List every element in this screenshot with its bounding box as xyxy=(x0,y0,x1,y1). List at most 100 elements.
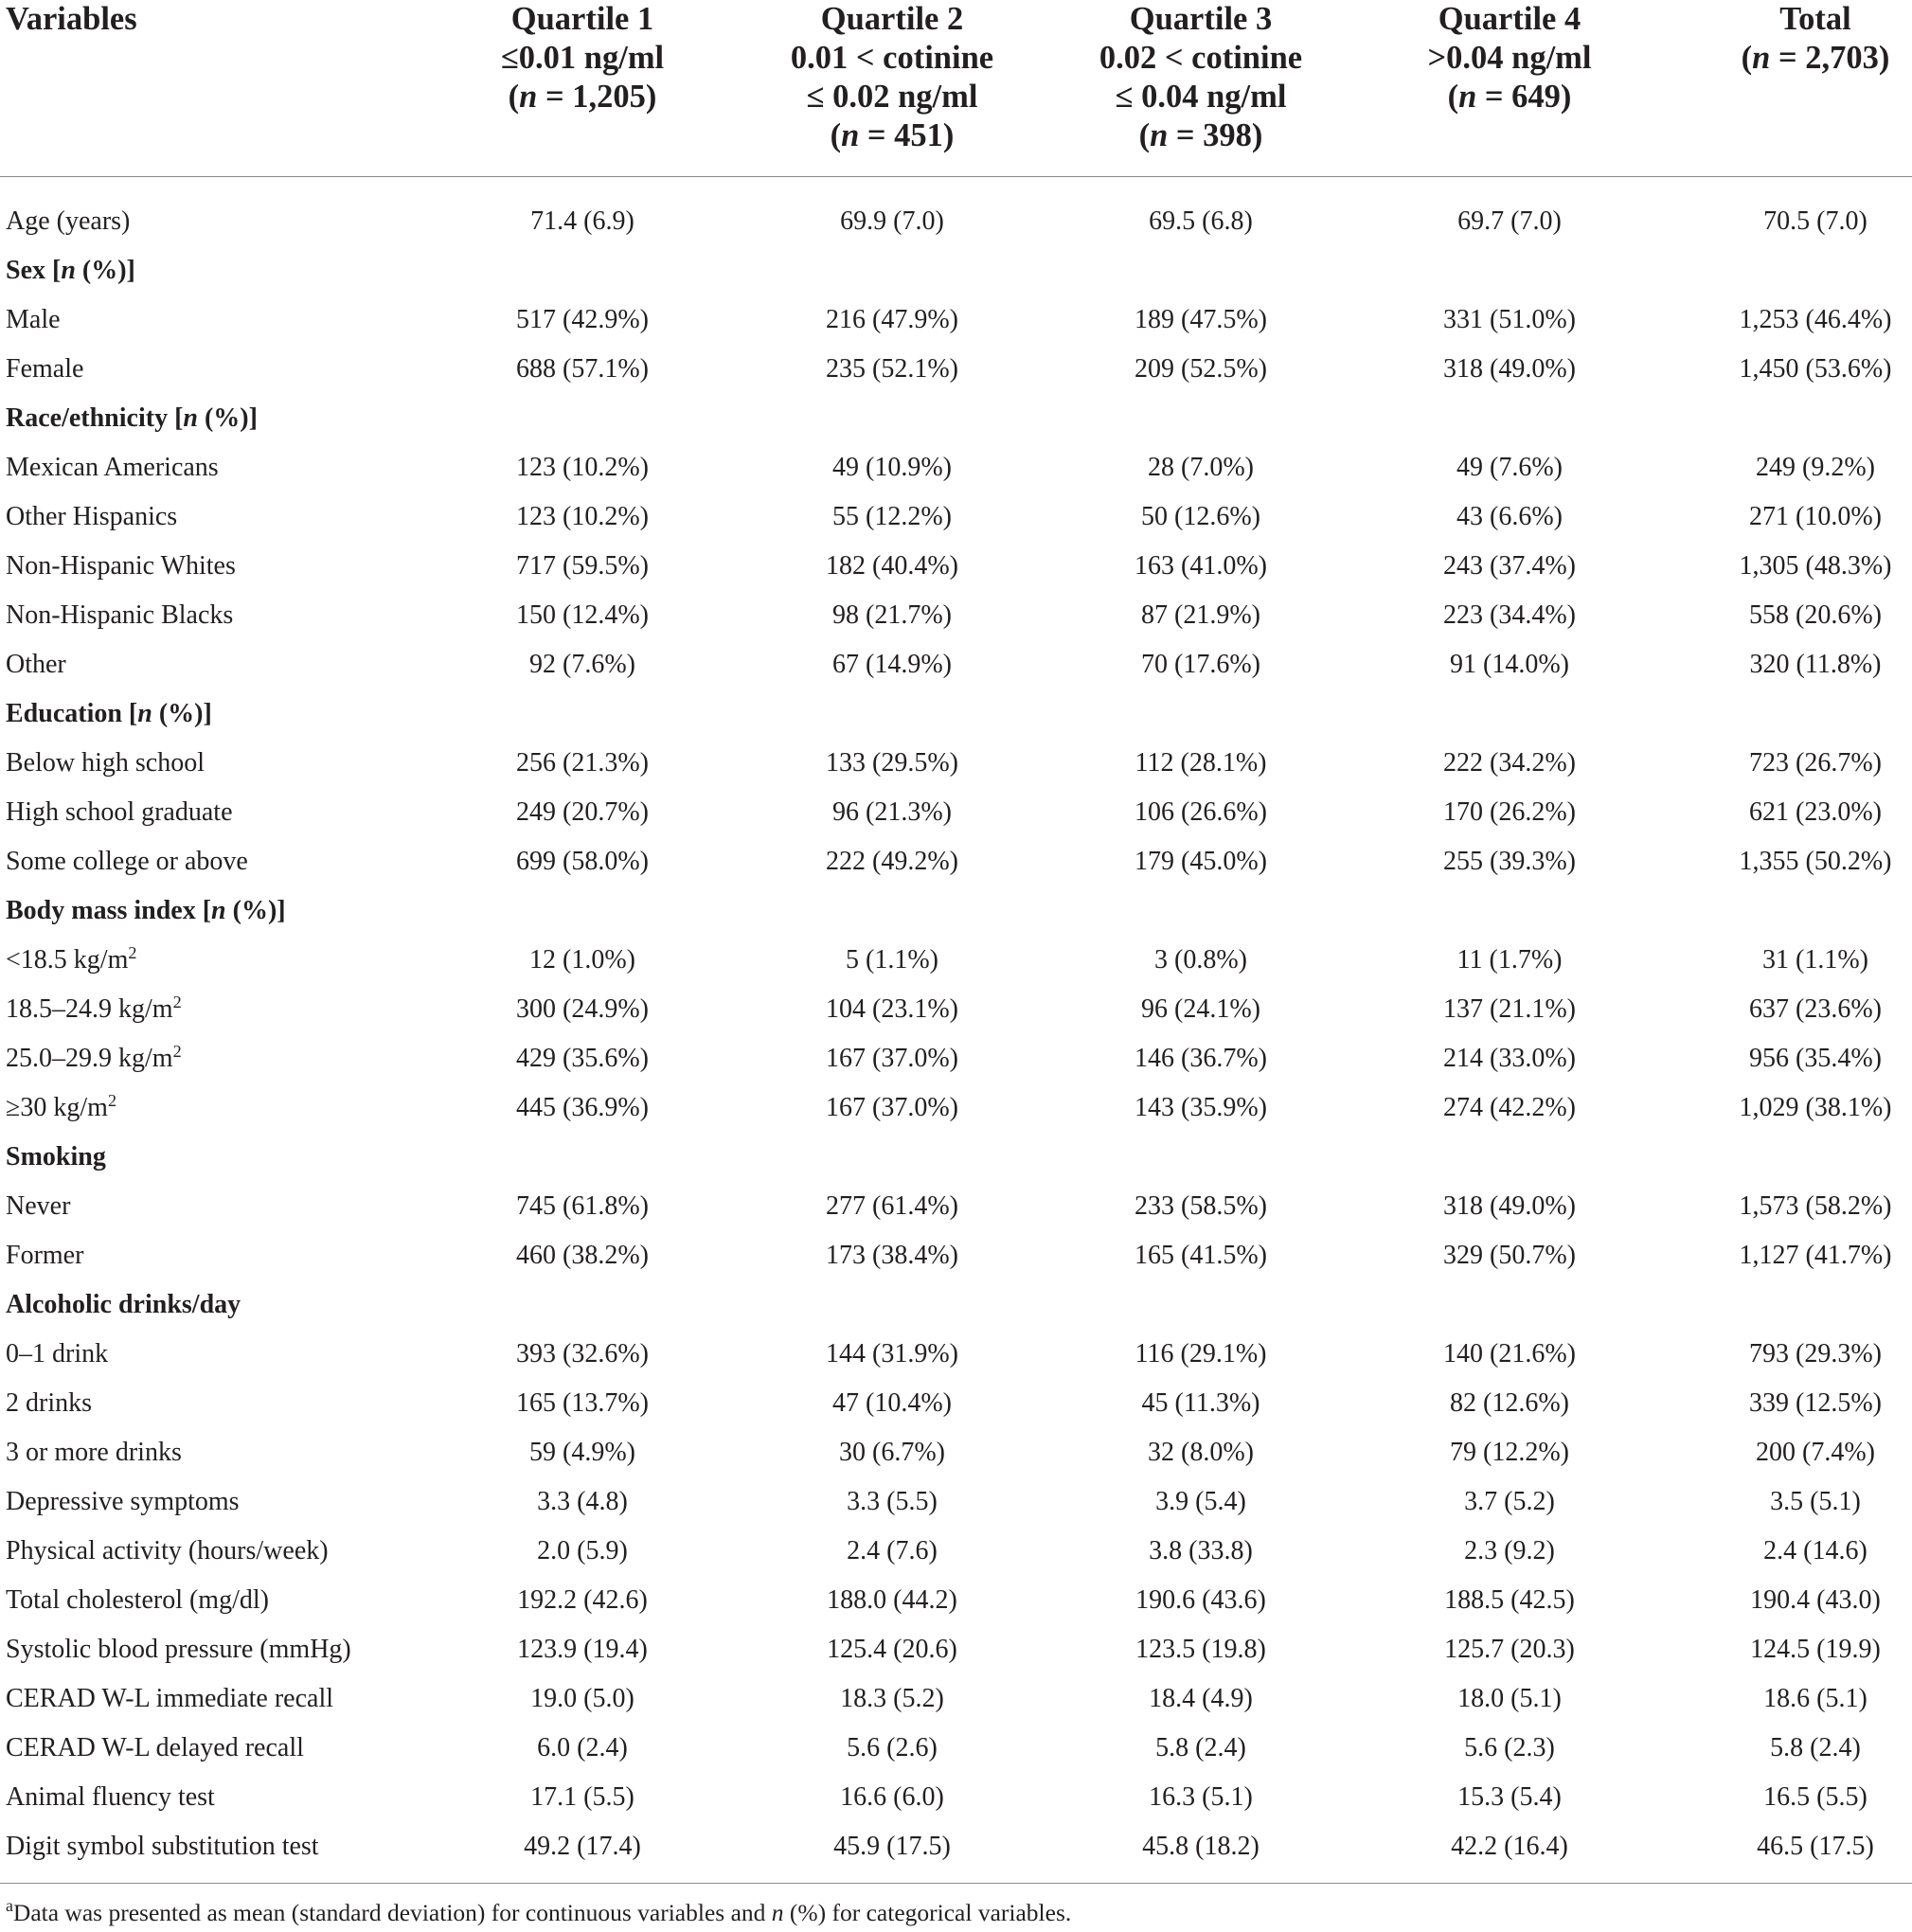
cell-value: 69.9 (7.0) xyxy=(840,206,944,236)
cell-value: 106 (26.6%) xyxy=(1135,797,1267,827)
table-row: Depressive symptoms 3.3 (4.8) 3.3 (5.5) 3.9… xyxy=(0,1477,1912,1527)
cell-value: 2.0 (5.9) xyxy=(537,1536,628,1565)
cell-value: 82 (12.6%) xyxy=(1450,1388,1569,1418)
cell-value: 393 (32.6%) xyxy=(516,1339,649,1368)
cell-value: 179 (45.0%) xyxy=(1135,847,1267,876)
cell-value: 688 (57.1%) xyxy=(516,354,649,384)
cell-value: 5.6 (2.6) xyxy=(847,1733,938,1762)
footnote-text: Data was presented as mean (standard dev… xyxy=(12,1899,1072,1926)
row-label: Other Hispanics xyxy=(6,502,178,531)
cell-value: 5.6 (2.3) xyxy=(1464,1733,1555,1762)
table-row: Age (years) 71.4 (6.9) 69.9 (7.0) 69.5 (6.8… xyxy=(0,197,1912,246)
cell-value: 146 (36.7%) xyxy=(1135,1044,1267,1073)
cell-value: 123.9 (19.4) xyxy=(517,1635,648,1664)
cell-value: 793 (29.3%) xyxy=(1749,1339,1882,1368)
column-header-5: Total (n = 2,703) xyxy=(1626,0,1912,78)
cell-value: 47 (10.4%) xyxy=(832,1388,952,1418)
cell-value: 3.9 (5.4) xyxy=(1155,1487,1246,1516)
cell-value: 200 (7.4%) xyxy=(1756,1438,1875,1467)
cell-value: 16.3 (5.1) xyxy=(1149,1782,1253,1812)
cell-value: 192.2 (42.6) xyxy=(517,1585,648,1615)
cell-value: 517 (42.9%) xyxy=(516,305,649,334)
cell-value: 3.5 (5.1) xyxy=(1770,1487,1861,1516)
cell-value: 3.8 (33.8) xyxy=(1149,1536,1253,1565)
cell-value: 125.7 (20.3) xyxy=(1444,1635,1575,1664)
cell-value: 104 (23.1%) xyxy=(826,994,958,1024)
row-label: 18.5–24.9 kg/m2 xyxy=(6,993,182,1024)
cell-value: 71.4 (6.9) xyxy=(530,206,634,236)
cell-value: 112 (28.1%) xyxy=(1135,748,1267,778)
footnote-marker: a xyxy=(6,1896,13,1916)
table-row: 25.0–29.9 kg/m2 429 (35.6%) 167 (37.0%) 146… xyxy=(0,1034,1912,1083)
cell-value: 163 (41.0%) xyxy=(1135,551,1267,581)
row-label: CERAD W-L immediate recall xyxy=(6,1684,334,1713)
cell-value: 3 (0.8%) xyxy=(1154,945,1247,975)
cell-value: 96 (24.1%) xyxy=(1141,994,1260,1024)
cell-value: 42.2 (16.4) xyxy=(1451,1832,1568,1861)
cell-value: 318 (49.0%) xyxy=(1443,354,1576,384)
column-header-line: Quartile 4 xyxy=(1438,1,1581,37)
cell-value: 429 (35.6%) xyxy=(516,1044,649,1073)
cell-value: 70.5 (7.0) xyxy=(1763,206,1867,236)
cell-value: 2.3 (9.2) xyxy=(1464,1536,1555,1565)
cell-value: 165 (41.5%) xyxy=(1135,1241,1267,1270)
cell-value: 209 (52.5%) xyxy=(1135,354,1267,384)
section-row: Smoking xyxy=(0,1133,1912,1182)
cell-value: 170 (26.2%) xyxy=(1443,797,1576,827)
row-label: Female xyxy=(6,354,84,384)
cell-value: 16.6 (6.0) xyxy=(840,1782,944,1812)
section-label: Body mass index [n (%)] xyxy=(6,896,286,925)
section-row: Race/ethnicity [n (%)] xyxy=(0,394,1912,443)
cell-value: 5.8 (2.4) xyxy=(1770,1733,1861,1762)
cell-value: 1,305 (48.3%) xyxy=(1739,551,1892,581)
row-label: Systolic blood pressure (mmHg) xyxy=(6,1635,351,1664)
cell-value: 189 (47.5%) xyxy=(1135,305,1267,334)
table-row: Other Hispanics 123 (10.2%) 55 (12.2%) 50 (… xyxy=(0,492,1912,542)
cell-value: 190.4 (43.0) xyxy=(1750,1585,1881,1615)
section-row: Alcoholic drinks/day xyxy=(0,1280,1912,1330)
cell-value: 5 (1.1%) xyxy=(846,945,938,975)
column-header-line: (n = 1,205) xyxy=(508,79,657,115)
cell-value: 717 (59.5%) xyxy=(516,551,649,581)
cell-value: 318 (49.0%) xyxy=(1443,1191,1576,1221)
table-row: Female 688 (57.1%) 235 (52.1%) 209 (52.5%) 3… xyxy=(0,345,1912,394)
row-label: Total cholesterol (mg/dl) xyxy=(6,1585,269,1615)
cell-value: 92 (7.6%) xyxy=(529,650,635,679)
cell-value: 190.6 (43.6) xyxy=(1135,1585,1266,1615)
table-row: Systolic blood pressure (mmHg) 123.9 (19.… xyxy=(0,1625,1912,1674)
cell-value: 50 (12.6%) xyxy=(1141,502,1260,531)
table-row: Non-Hispanic Whites 717 (59.5%) 182 (40.4%… xyxy=(0,542,1912,591)
cell-value: 235 (52.1%) xyxy=(826,354,958,384)
cell-value: 49 (7.6%) xyxy=(1456,453,1563,482)
cell-value: 6.0 (2.4) xyxy=(537,1733,628,1762)
column-header-line: 0.02 < cotinine xyxy=(1099,40,1303,76)
cell-value: 18.0 (5.1) xyxy=(1457,1684,1562,1713)
cell-value: 222 (49.2%) xyxy=(826,847,958,876)
cell-value: 460 (38.2%) xyxy=(516,1241,649,1270)
column-header-line: (n = 649) xyxy=(1447,79,1572,115)
column-header-line: ≤0.01 ng/ml xyxy=(500,40,665,76)
cell-value: 3.3 (5.5) xyxy=(847,1487,938,1516)
cell-value: 11 (1.7%) xyxy=(1456,945,1563,975)
cell-value: 124.5 (19.9) xyxy=(1750,1635,1881,1664)
cell-value: 1,253 (46.4%) xyxy=(1739,305,1892,334)
cell-value: 45.9 (17.5) xyxy=(833,1832,951,1861)
cell-value: 3.3 (4.8) xyxy=(537,1487,628,1516)
cell-value: 137 (21.1%) xyxy=(1443,994,1576,1024)
cell-value: 243 (37.4%) xyxy=(1443,551,1576,581)
table-row: Never 745 (61.8%) 277 (61.4%) 233 (58.5%) 31… xyxy=(0,1182,1912,1231)
table-row: Male 517 (42.9%) 216 (47.9%) 189 (47.5%) 331… xyxy=(0,295,1912,345)
column-header-line: ≤ 0.02 ng/ml xyxy=(806,79,978,115)
table-row: Former 460 (38.2%) 173 (38.4%) 165 (41.5%) 3… xyxy=(0,1231,1912,1280)
cell-value: 46.5 (17.5) xyxy=(1757,1832,1874,1861)
cell-value: 167 (37.0%) xyxy=(826,1093,958,1122)
section-label: Sex [n (%)] xyxy=(6,256,135,285)
cell-value: 223 (34.4%) xyxy=(1443,600,1576,630)
cell-value: 216 (47.9%) xyxy=(826,305,958,334)
table-row: 3 or more drinks 59 (4.9%) 30 (6.7%) 32 (8.… xyxy=(0,1428,1912,1477)
column-header-1: Quartile 1 ≤0.01 ng/ml (n = 1,205) xyxy=(393,0,772,116)
row-label: Male xyxy=(6,305,61,334)
row-label: Digit symbol substitution test xyxy=(6,1832,319,1861)
table-row: Total cholesterol (mg/dl) 192.2 (42.6) 188… xyxy=(0,1576,1912,1625)
table-row: Mexican Americans 123 (10.2%) 49 (10.9%) 28… xyxy=(0,443,1912,492)
